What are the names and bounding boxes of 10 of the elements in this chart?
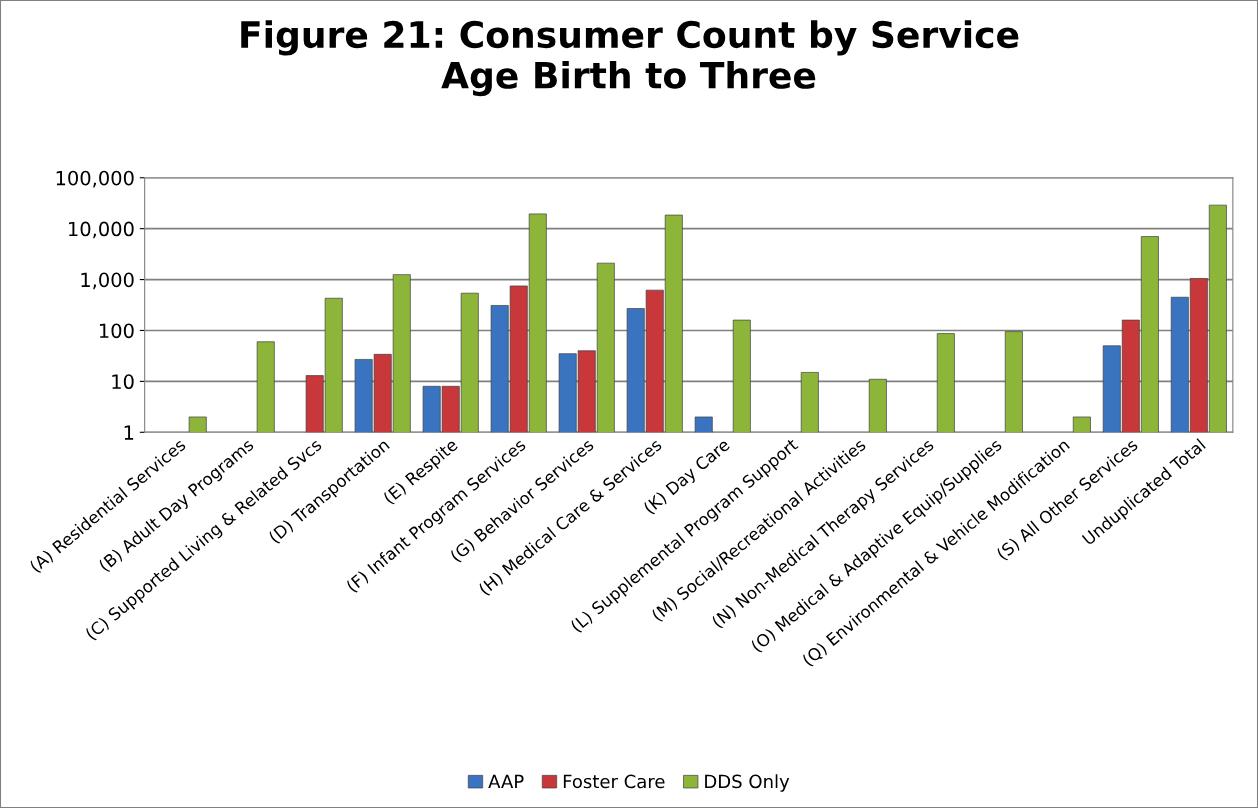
y-tick-label: 10 xyxy=(112,374,134,390)
y-tick-label: 10,000 xyxy=(69,221,134,239)
y-tick-label: 100,000 xyxy=(56,170,134,188)
y-tick-label: 1 xyxy=(124,425,134,440)
legend-label: AAP xyxy=(488,774,524,788)
legend-label: DDS Only xyxy=(705,774,790,792)
legend-label: Foster Care xyxy=(563,774,665,789)
y-tick-label: 100 xyxy=(99,323,134,339)
chart-title: Figure 21: Consumer Count by Service Age Birth to Three xyxy=(241,20,1019,97)
y-tick-label: 1,000 xyxy=(81,272,134,290)
